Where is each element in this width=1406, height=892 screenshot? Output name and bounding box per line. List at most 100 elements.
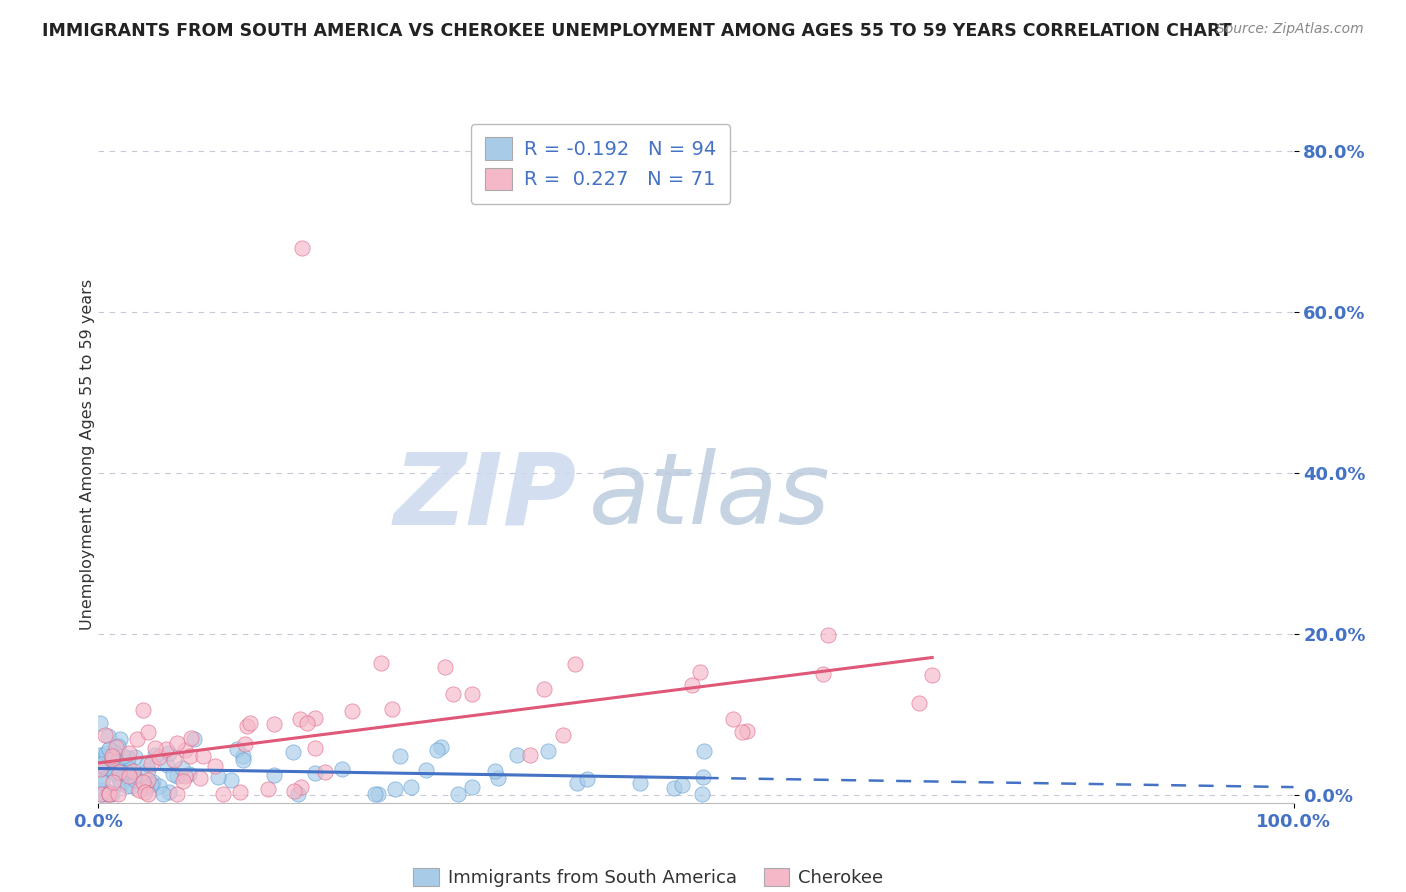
Point <box>441 687 464 701</box>
Point <box>124 770 146 784</box>
Point <box>384 781 406 796</box>
Point <box>115 779 138 793</box>
Point <box>98 787 121 801</box>
Point <box>132 775 155 789</box>
Point <box>226 742 249 756</box>
Point <box>817 628 839 642</box>
Point <box>229 785 252 799</box>
Point <box>97 729 120 743</box>
Point <box>340 704 363 718</box>
Point <box>537 744 560 758</box>
Point <box>90 787 112 801</box>
Point <box>136 772 159 787</box>
Point <box>104 747 127 761</box>
Point <box>689 665 711 679</box>
Point <box>207 770 229 784</box>
Point <box>152 787 174 801</box>
Point <box>239 715 262 730</box>
Point <box>89 715 111 730</box>
Point <box>90 787 112 801</box>
Point <box>177 767 200 781</box>
Point <box>166 735 188 749</box>
Point <box>671 778 693 792</box>
Point <box>101 751 124 765</box>
Point <box>138 725 160 739</box>
Point <box>921 668 943 682</box>
Point <box>136 756 159 771</box>
Point <box>723 712 745 726</box>
Point <box>90 756 112 771</box>
Point <box>93 787 115 801</box>
Point <box>108 764 131 779</box>
Point <box>188 771 211 785</box>
Point <box>172 774 194 789</box>
Point <box>94 749 117 764</box>
Point <box>681 678 703 692</box>
Point <box>98 764 121 778</box>
Point <box>263 767 285 781</box>
Point <box>101 775 124 789</box>
Point <box>107 787 129 801</box>
Point <box>105 739 128 754</box>
Point <box>191 749 214 764</box>
Point <box>134 779 156 793</box>
Point <box>332 762 354 776</box>
Point <box>288 712 311 726</box>
Point <box>143 747 166 762</box>
Point <box>103 745 125 759</box>
Point <box>233 737 256 751</box>
Point <box>180 731 202 745</box>
Point <box>96 787 118 801</box>
Point <box>118 761 141 775</box>
Point <box>157 784 180 798</box>
Point <box>122 764 145 779</box>
Text: IMMIGRANTS FROM SOUTH AMERICA VS CHEROKEE UNEMPLOYMENT AMONG AGES 55 TO 59 YEARS: IMMIGRANTS FROM SOUTH AMERICA VS CHEROKE… <box>42 22 1232 40</box>
Point <box>166 787 188 801</box>
Point <box>429 739 451 754</box>
Point <box>731 725 754 739</box>
Point <box>692 771 714 785</box>
Point <box>381 702 404 716</box>
Point <box>565 776 588 790</box>
Point <box>415 764 437 778</box>
Point <box>143 741 166 756</box>
Text: ZIP: ZIP <box>394 448 576 545</box>
Point <box>97 787 120 801</box>
Point <box>114 768 136 782</box>
Point <box>263 717 285 731</box>
Point <box>112 748 135 763</box>
Point <box>89 762 111 776</box>
Point <box>166 769 188 783</box>
Point <box>173 742 195 756</box>
Point <box>141 756 163 771</box>
Point <box>104 766 127 780</box>
Point <box>183 732 205 747</box>
Point <box>389 748 412 763</box>
Point <box>257 781 280 796</box>
Point <box>232 752 254 766</box>
Point <box>124 750 146 764</box>
Point <box>364 787 387 801</box>
Point <box>107 739 129 754</box>
Point <box>281 745 304 759</box>
Point <box>135 781 157 796</box>
Point <box>90 762 112 776</box>
Point <box>174 769 197 783</box>
Point <box>101 787 124 801</box>
Point <box>134 784 156 798</box>
Point <box>136 764 159 778</box>
Point <box>433 659 456 673</box>
Point <box>91 758 114 772</box>
Point <box>290 241 312 255</box>
Point <box>128 783 150 797</box>
Point <box>519 747 541 762</box>
Text: Source: ZipAtlas.com: Source: ZipAtlas.com <box>1216 22 1364 37</box>
Point <box>89 773 111 788</box>
Point <box>121 780 143 794</box>
Point <box>155 742 177 756</box>
Point <box>287 787 309 801</box>
Point <box>127 732 149 747</box>
Point <box>100 749 122 764</box>
Point <box>108 764 131 779</box>
Point <box>564 657 586 672</box>
